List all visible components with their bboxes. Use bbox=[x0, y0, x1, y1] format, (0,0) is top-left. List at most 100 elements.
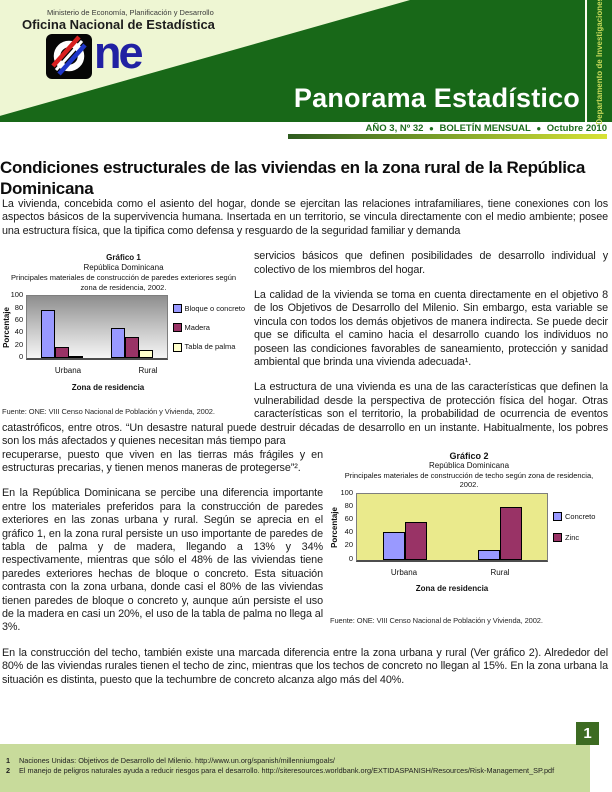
x-category-label: Rural bbox=[490, 567, 510, 577]
x-labels: Urbana Rural bbox=[28, 364, 188, 377]
x-category-label: Rural bbox=[138, 366, 158, 376]
y-tick-label: 20 bbox=[344, 540, 353, 550]
footnote-text: El manejo de peligros naturales ayuda a … bbox=[19, 765, 555, 775]
chart-subtitle-2: Principales materiales de construcción d… bbox=[10, 273, 237, 292]
plot-row: Porcentaje 0 20 40 60 80 100 Concreto Zinc bbox=[330, 488, 608, 562]
legend-item: Madera bbox=[172, 321, 245, 334]
x-labels: Urbana Rural bbox=[356, 566, 548, 579]
chart-subtitle-2: Principales materiales de construcción d… bbox=[344, 470, 594, 490]
x-axis-title: Zona de residencia bbox=[71, 382, 145, 392]
page-number-badge: 1 bbox=[576, 722, 599, 745]
plot-area bbox=[26, 295, 168, 361]
bullet-icon: ● bbox=[536, 124, 542, 133]
legend-label: Bloque o concreto bbox=[184, 303, 245, 313]
chart-source: Fuente: ONE: VIII Censo Nacional de Pobl… bbox=[330, 616, 543, 626]
legend-label: Tabla de palma bbox=[184, 342, 236, 352]
footnote-number: 2 bbox=[6, 765, 11, 775]
legend-swatch-icon bbox=[172, 342, 182, 352]
y-ticks: 0 20 40 60 80 100 bbox=[11, 291, 26, 361]
y-tick-label: 20 bbox=[14, 339, 24, 349]
x-category-label: Urbana bbox=[390, 567, 418, 577]
footnote: 2 El manejo de peligros naturales ayuda … bbox=[6, 766, 590, 776]
paragraph-1b: servicios básicos que definen posibilida… bbox=[254, 250, 608, 276]
y-tick-label: 80 bbox=[344, 500, 353, 510]
bar-group-rural bbox=[110, 296, 153, 359]
bullet-icon: ● bbox=[429, 124, 434, 133]
footnote: 1 Naciones Unidas: Objetivos de Desarrol… bbox=[6, 756, 590, 766]
grafico-1-chart: Gráfico 1 República Dominicana Principal… bbox=[2, 253, 245, 418]
y-tick-label: 40 bbox=[344, 527, 353, 537]
bar-group-urbana bbox=[382, 494, 427, 560]
paragraph-3a: La estructura de una vivienda es una de … bbox=[2, 381, 608, 448]
bar-bloque-o-concreto-urbana bbox=[40, 309, 55, 359]
y-tick-label: 100 bbox=[340, 487, 353, 497]
bar-group-urbana bbox=[40, 296, 83, 359]
plot-row: Porcentaje 0 20 40 60 80 100 Bloque o concret… bbox=[2, 291, 245, 361]
chart-subtitle-1: República Dominicana bbox=[83, 263, 164, 273]
one-logo-letters: ne bbox=[94, 27, 143, 78]
legend-swatch-icon bbox=[172, 303, 182, 313]
x-category-label: Urbana bbox=[54, 366, 82, 376]
legend-item: Zinc bbox=[553, 531, 608, 544]
gradient-rule bbox=[288, 134, 607, 139]
legend-label: Zinc bbox=[565, 533, 580, 542]
legend-item: Bloque o concreto bbox=[172, 302, 245, 315]
bar-tabla-de-palma-rural bbox=[138, 350, 153, 359]
department-strip-label: Departamento de Investigaciones bbox=[595, 0, 604, 125]
chart-title: Gráfico 1 bbox=[106, 253, 141, 263]
legend-label: Madera bbox=[184, 323, 210, 333]
bar-madera-rural bbox=[124, 337, 139, 359]
paragraph-3b: recuperarse, puesto que viven en las tie… bbox=[2, 448, 323, 474]
y-tick-label: 0 bbox=[348, 553, 353, 563]
bar-tabla-de-palma-urbana bbox=[68, 356, 83, 359]
grafico-2-chart: Gráfico 2 República Dominicana Principal… bbox=[330, 451, 608, 628]
chart-subtitle-1: República Dominicana bbox=[428, 460, 510, 470]
chart-legend: Bloque o concreto Madera Tabla de palma bbox=[168, 295, 245, 360]
chart-title: Gráfico 2 bbox=[449, 450, 489, 461]
bar-group-rural bbox=[477, 494, 522, 560]
y-tick-label: 60 bbox=[14, 315, 24, 325]
bar-madera-urbana bbox=[54, 347, 69, 359]
y-tick-label: 100 bbox=[10, 290, 24, 300]
footnote-number: 1 bbox=[6, 756, 11, 765]
legend-item: Concreto bbox=[553, 510, 608, 523]
article-body: La vivienda, concebida como el asiento d… bbox=[2, 198, 608, 699]
masthead: Ministerio de Economía, Planificación y … bbox=[0, 0, 612, 125]
legend-swatch-icon bbox=[172, 323, 182, 333]
one-logo-icon bbox=[46, 34, 92, 79]
y-tick-label: 0 bbox=[18, 352, 24, 362]
issue-type: BOLETÍN MENSUAL bbox=[439, 123, 531, 134]
x-axis-title: Zona de residencia bbox=[415, 583, 489, 593]
legend-item: Tabla de palma bbox=[172, 340, 245, 353]
footnote-text: Naciones Unidas: Objetivos de Desarrollo… bbox=[19, 756, 335, 765]
paragraph-1a: La vivienda, concebida como el asiento d… bbox=[2, 198, 608, 237]
y-tick-label: 40 bbox=[14, 327, 24, 337]
article-title: Condiciones estructurales de las viviend… bbox=[0, 158, 585, 199]
issue-date: Octubre 2010 bbox=[546, 123, 607, 134]
chart-source: Fuente: ONE: VIII Censo Nacional de Pobl… bbox=[2, 407, 215, 417]
y-ticks: 0 20 40 60 80 100 bbox=[340, 488, 356, 562]
plot-area bbox=[356, 492, 548, 562]
bar-concreto-rural bbox=[477, 549, 500, 560]
ministry-line: Ministerio de Economía, Planificación y … bbox=[47, 8, 214, 17]
bar-concreto-urbana bbox=[382, 532, 405, 560]
chart-legend: Concreto Zinc bbox=[548, 493, 608, 562]
department-strip: Departamento de Investigaciones bbox=[585, 0, 612, 125]
y-tick-label: 80 bbox=[14, 302, 24, 312]
legend-swatch-icon bbox=[553, 511, 562, 521]
one-logo: ne bbox=[46, 27, 143, 79]
legend-swatch-icon bbox=[553, 533, 562, 543]
bar-bloque-o-concreto-rural bbox=[110, 328, 125, 359]
issue-number: AÑO 3, Nº 32 bbox=[365, 123, 424, 134]
paragraph-4: En la República Dominicana se percibe un… bbox=[2, 487, 323, 634]
legend-label: Concreto bbox=[565, 511, 596, 521]
footnotes-band: 1 Naciones Unidas: Objetivos de Desarrol… bbox=[0, 744, 590, 792]
paragraph-2: La calidad de la vivienda se toma en cue… bbox=[254, 289, 608, 369]
y-tick-label: 60 bbox=[344, 513, 353, 523]
bar-zinc-urbana bbox=[404, 521, 427, 560]
office-name: Oficina Nacional de Estadística bbox=[22, 17, 215, 32]
issue-line: AÑO 3, Nº 32 ● BOLETÍN MENSUAL ● Octubre… bbox=[366, 123, 607, 134]
bar-zinc-rural bbox=[499, 506, 522, 560]
banner-title: Panorama Estadístico bbox=[293, 83, 580, 113]
